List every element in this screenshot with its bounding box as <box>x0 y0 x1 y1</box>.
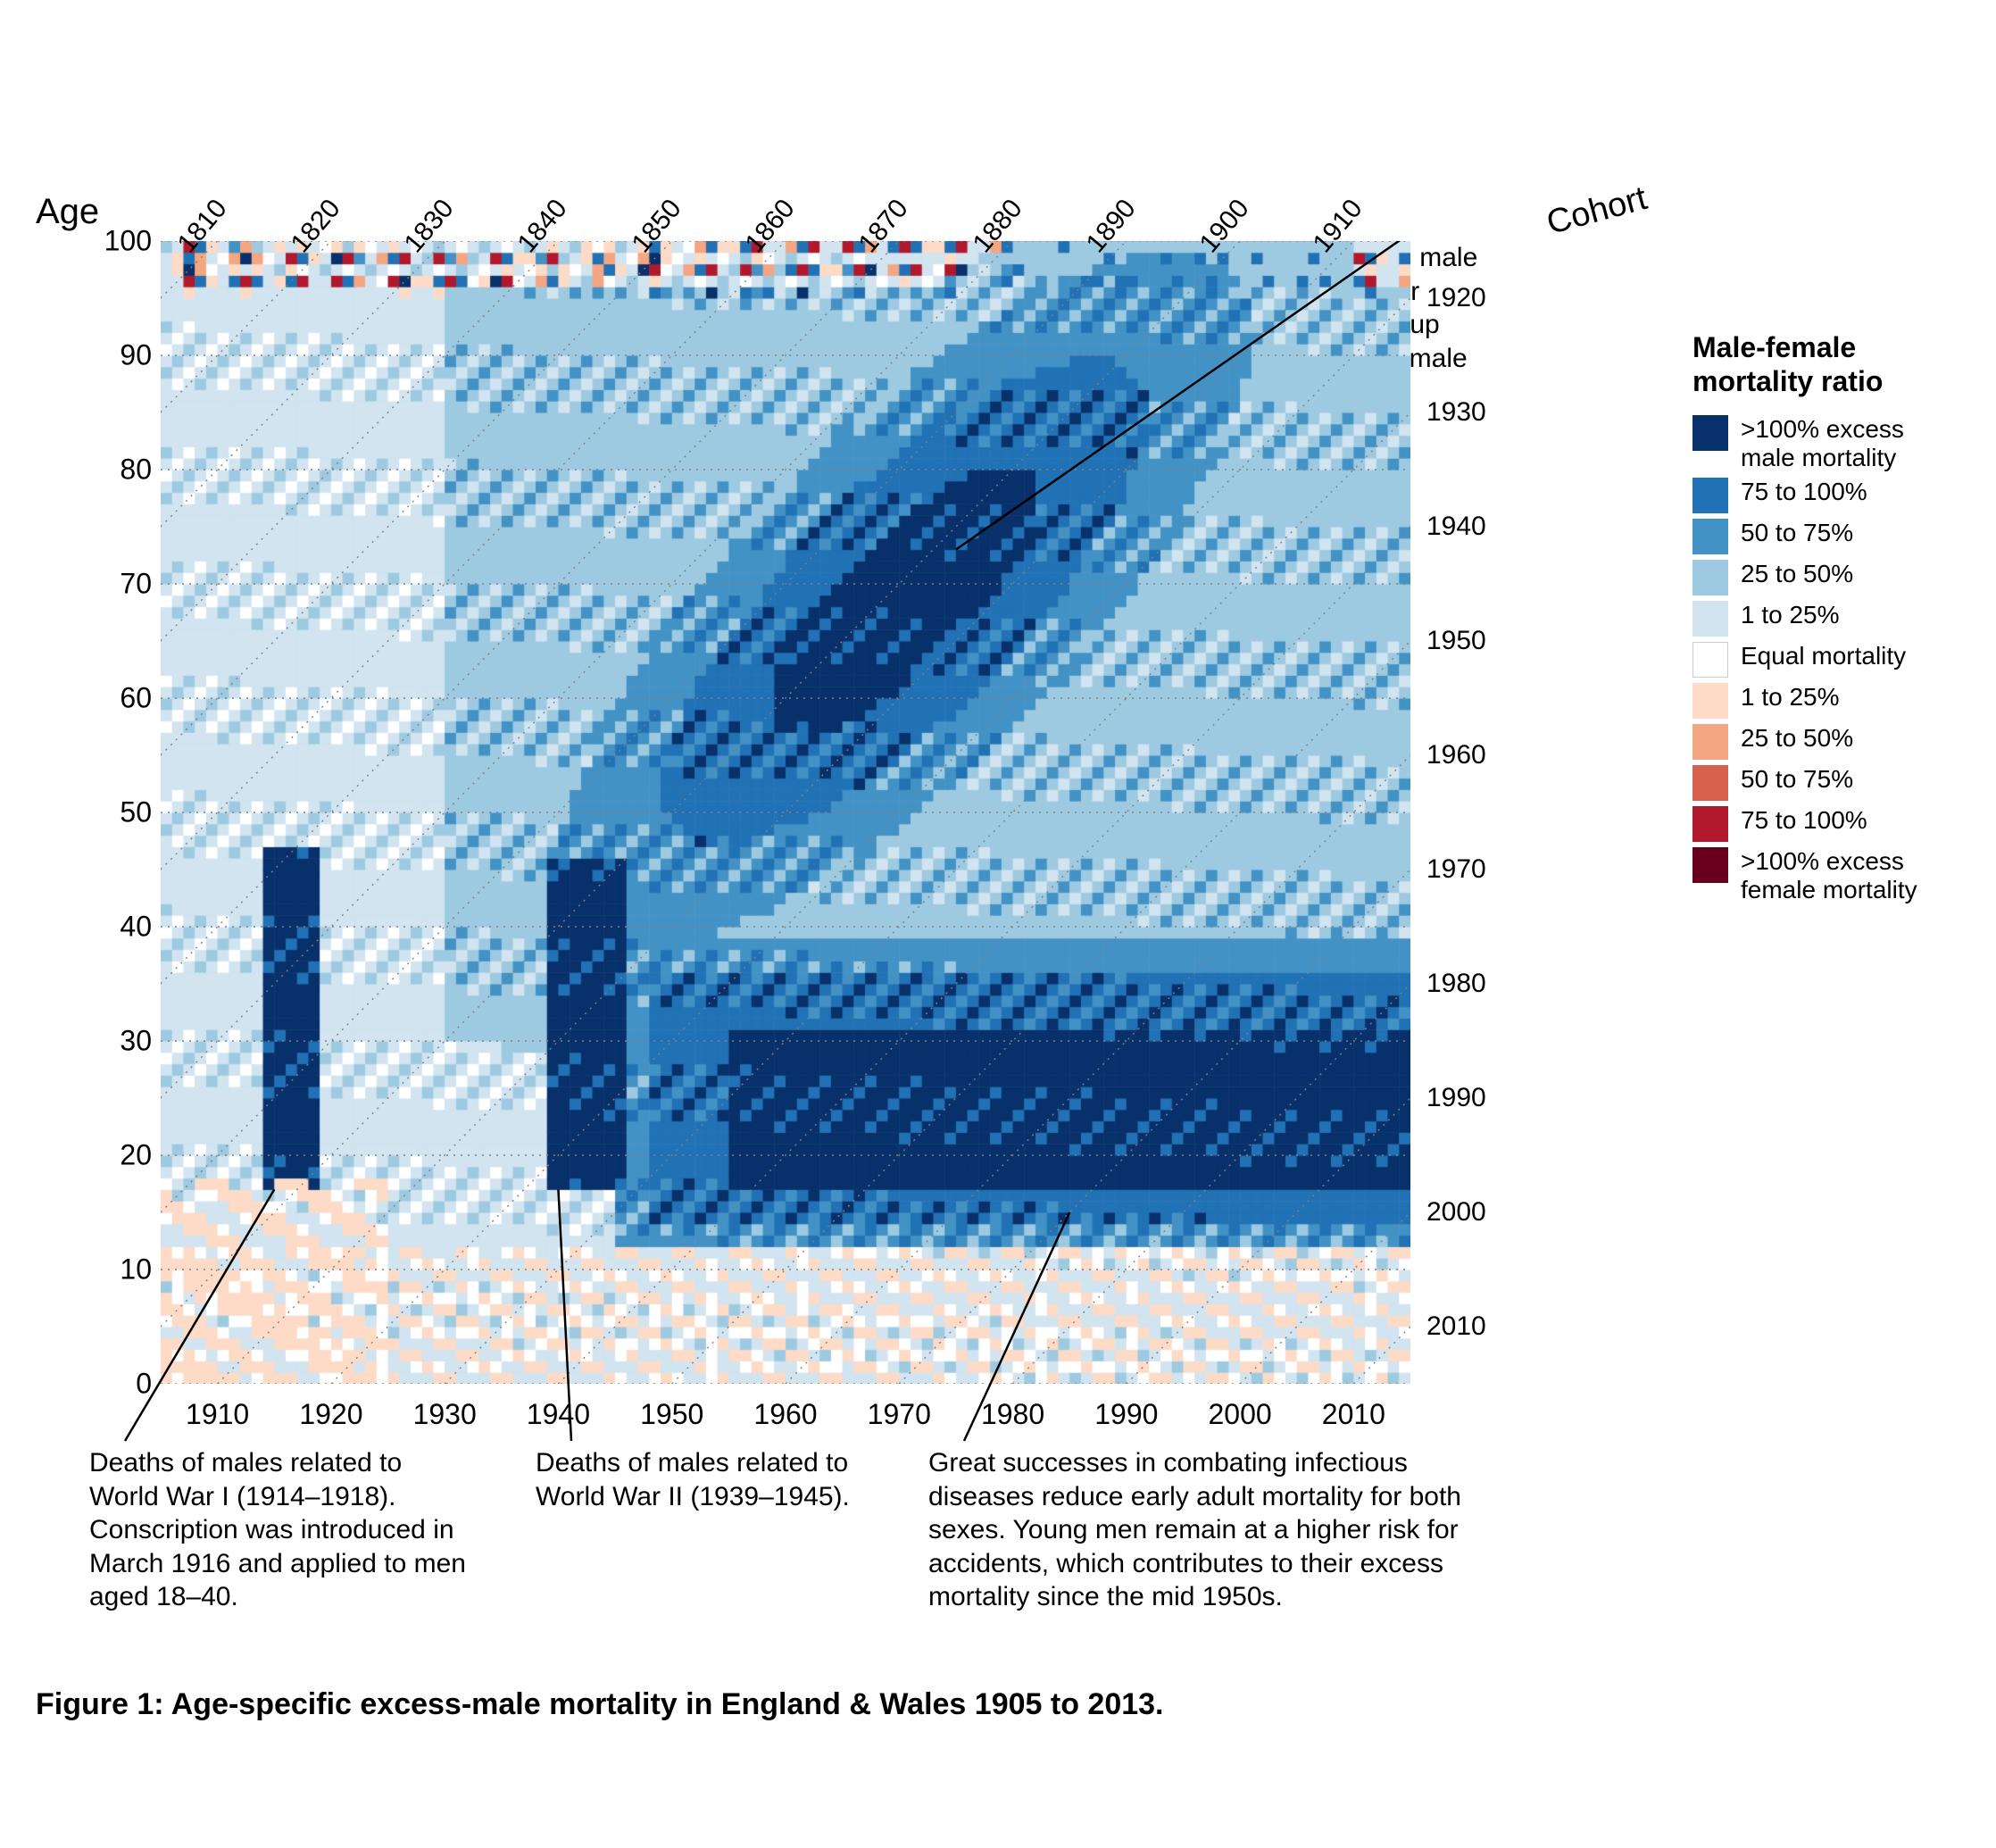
cohort-right-tick: 1930 <box>1426 397 1486 428</box>
cohort-axis-label: Cohort <box>1543 179 1651 243</box>
legend-item: 50 to 75% <box>1692 519 1960 554</box>
x-tick: 2000 <box>1208 1398 1271 1431</box>
cohort-right-tick: 2010 <box>1426 1311 1486 1342</box>
figure-container: Smoking-related excess mortality among m… <box>36 241 1960 1722</box>
legend-swatch <box>1692 724 1728 760</box>
legend-item: 25 to 50% <box>1692 724 1960 760</box>
legend-label: 75 to 100% <box>1741 478 1867 506</box>
cohort-right-tick: 1990 <box>1426 1083 1486 1113</box>
legend: Male-femalemortality ratio >100% excessm… <box>1692 330 1960 911</box>
cohort-right-tick: 1960 <box>1426 740 1486 770</box>
x-tick: 1950 <box>640 1398 703 1431</box>
legend-label: >100% excessmale mortality <box>1741 415 1904 472</box>
legend-item: 75 to 100% <box>1692 806 1960 842</box>
legend-item: 1 to 25% <box>1692 601 1960 637</box>
y-tick: 20 <box>98 1139 152 1172</box>
legend-item: >100% excessmale mortality <box>1692 415 1960 472</box>
x-tick: 1920 <box>299 1398 362 1431</box>
legend-swatch <box>1692 415 1728 451</box>
legend-swatch <box>1692 847 1728 883</box>
heatmap-canvas <box>161 241 1410 1384</box>
legend-item: 1 to 25% <box>1692 683 1960 719</box>
legend-item: Equal mortality <box>1692 642 1960 678</box>
cohort-right-tick: 1980 <box>1426 969 1486 999</box>
y-tick: 40 <box>98 911 152 944</box>
legend-swatch <box>1692 519 1728 554</box>
legend-label: 1 to 25% <box>1741 601 1840 629</box>
y-tick: 10 <box>98 1253 152 1286</box>
y-tick: 30 <box>98 1025 152 1058</box>
legend-label: Equal mortality <box>1741 642 1906 670</box>
x-tick: 1930 <box>413 1398 477 1431</box>
cohort-right-tick: 2000 <box>1426 1197 1486 1228</box>
y-tick: 90 <box>98 339 152 372</box>
plot-box <box>161 241 1410 1384</box>
legend-label: 25 to 50% <box>1741 560 1853 588</box>
legend-label: 75 to 100% <box>1741 806 1867 835</box>
cohort-right-tick: 1950 <box>1426 626 1486 656</box>
annotation-bottom: Deaths of males related to World War II … <box>536 1446 893 1513</box>
legend-swatch <box>1692 765 1728 801</box>
legend-item: 25 to 50% <box>1692 560 1960 595</box>
legend-swatch <box>1692 560 1728 595</box>
x-tick: 1940 <box>527 1398 590 1431</box>
y-tick: 100 <box>98 225 152 258</box>
x-tick: 2010 <box>1322 1398 1385 1431</box>
annotation-bottom: Deaths of males related to World War I (… <box>89 1446 473 1614</box>
y-tick: 70 <box>98 568 152 601</box>
legend-swatch <box>1692 478 1728 513</box>
legend-item: 75 to 100% <box>1692 478 1960 513</box>
legend-swatch <box>1692 601 1728 637</box>
legend-swatch <box>1692 806 1728 842</box>
chart-area: Age Cohort 0102030405060708090100 191019… <box>36 241 1960 1661</box>
y-tick: 80 <box>98 454 152 487</box>
x-tick: 1970 <box>868 1398 931 1431</box>
x-tick: 1980 <box>981 1398 1044 1431</box>
legend-label: 50 to 75% <box>1741 519 1853 547</box>
x-tick: 1960 <box>753 1398 817 1431</box>
legend-rows: >100% excessmale mortality 75 to 100% 50 t… <box>1692 415 1960 905</box>
figure-caption: Figure 1: Age-specific excess-male morta… <box>36 1687 1960 1722</box>
annotation-bottom: Great successes in combating infectious … <box>928 1446 1500 1614</box>
y-tick: 60 <box>98 682 152 715</box>
cohort-right-tick: 1940 <box>1426 512 1486 542</box>
y-axis-label: Age <box>36 192 99 232</box>
legend-item: >100% excessfemale mortality <box>1692 847 1960 904</box>
x-tick: 1990 <box>1094 1398 1158 1431</box>
legend-swatch <box>1692 642 1728 678</box>
y-tick: 0 <box>98 1368 152 1401</box>
legend-label: >100% excessfemale mortality <box>1741 847 1917 904</box>
legend-item: 50 to 75% <box>1692 765 1960 801</box>
cohort-right-tick: 1970 <box>1426 854 1486 885</box>
x-tick: 1910 <box>186 1398 249 1431</box>
legend-label: 1 to 25% <box>1741 683 1840 712</box>
y-tick: 50 <box>98 796 152 829</box>
legend-title: Male-femalemortality ratio <box>1692 330 1960 399</box>
legend-swatch <box>1692 683 1728 719</box>
legend-label: 50 to 75% <box>1741 765 1853 794</box>
cohort-right-tick: 1920 <box>1426 283 1486 313</box>
legend-label: 25 to 50% <box>1741 724 1853 753</box>
